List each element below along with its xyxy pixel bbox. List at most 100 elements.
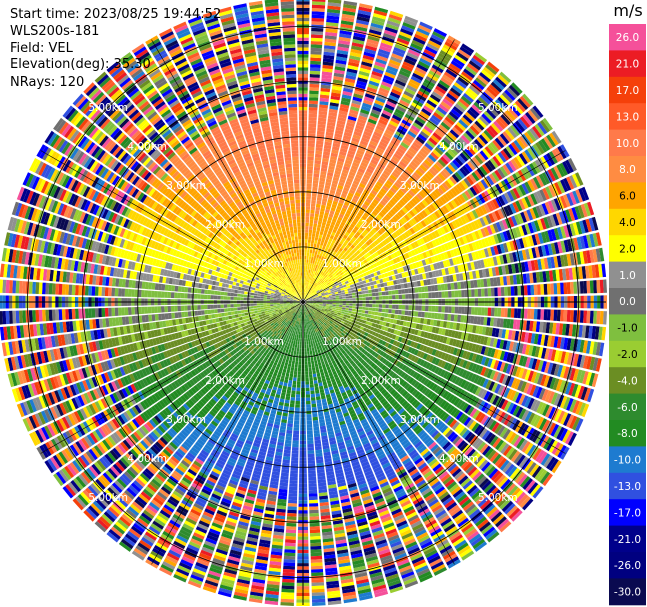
radar-gate (451, 126, 462, 136)
radar-gate (405, 192, 413, 200)
radar-gate (329, 105, 339, 111)
radar-gate (447, 149, 456, 158)
radar-gate (466, 63, 480, 74)
radar-gate (350, 140, 359, 146)
radar-gate (328, 269, 333, 274)
radar-gate (401, 196, 409, 204)
radar-gate (370, 22, 384, 30)
radar-gate (320, 279, 324, 283)
radar-gate (315, 230, 320, 235)
radar-gate (315, 143, 324, 148)
radar-gate (403, 58, 416, 66)
radar-gate (311, 4, 326, 9)
radar-gate (330, 221, 336, 226)
radar-gate (368, 143, 377, 150)
radar-gate (402, 22, 416, 30)
radar-gate (314, 213, 319, 218)
radar-gate (494, 287, 498, 297)
radar-gate (352, 162, 360, 168)
radar-gate (334, 248, 339, 253)
radar-gate (441, 139, 451, 148)
radar-gate (390, 117, 400, 125)
radar-gate (461, 71, 474, 81)
radar-gate (326, 12, 340, 17)
radar-gate (306, 259, 309, 263)
radar-gate (384, 103, 395, 111)
radar-gate (352, 298, 356, 301)
radar-gate (316, 302, 320, 304)
radar-gate (373, 64, 385, 72)
radar-gate (399, 99, 410, 107)
radar-gate (402, 93, 413, 102)
radar-gate (316, 200, 322, 205)
radar-gate (344, 310, 349, 313)
radar-gate (307, 150, 315, 154)
radar-gate (360, 64, 372, 71)
radar-gate (363, 229, 369, 235)
radar-gate (430, 285, 435, 292)
radar-gate (474, 120, 485, 131)
radar-gate (490, 287, 495, 297)
radar-gate (356, 236, 362, 242)
radar-gate (333, 76, 344, 81)
radar-gate (403, 283, 408, 289)
radar-gate (387, 286, 392, 291)
radar-gate (315, 153, 322, 158)
radar-gate (355, 306, 359, 310)
radar-gate (387, 62, 400, 70)
radar-gate (337, 243, 343, 248)
radar-gate (335, 56, 348, 62)
radar-gate (314, 240, 318, 245)
radar-gate (510, 286, 515, 296)
radar-gate (384, 313, 389, 318)
radar-gate (304, 249, 307, 253)
radar-gate (309, 93, 319, 98)
radar-gate (431, 165, 440, 174)
radar-gate (386, 65, 399, 73)
radar-gate (330, 95, 341, 101)
radar-gate (305, 209, 310, 213)
radar-gate (307, 272, 310, 277)
radar-gate (308, 236, 312, 240)
radar-gate (370, 137, 380, 144)
radar-gate (370, 201, 377, 208)
radar-gate (339, 107, 349, 113)
radar-gate (307, 136, 316, 141)
radar-gate (356, 149, 365, 156)
radar-gate (311, 11, 325, 16)
radar-gate (424, 102, 436, 111)
radar-gate (330, 207, 336, 212)
radar-gate (465, 65, 478, 76)
radar-gate (347, 119, 356, 125)
radar-gate (337, 43, 350, 49)
radar-gate (417, 180, 425, 188)
radar-gate (313, 166, 321, 171)
radar-gate (335, 261, 340, 266)
radar-gate (322, 58, 334, 63)
radar-gate (374, 128, 384, 135)
radar-gate (436, 144, 446, 153)
radar-gate (310, 64, 321, 68)
radar-gate (315, 283, 318, 287)
radar-gate (407, 49, 421, 57)
radar-gate (319, 104, 329, 109)
radar-gate (343, 215, 349, 221)
radar-gate (353, 32, 366, 39)
radar-gate (311, 14, 325, 19)
radar-gate (374, 61, 386, 68)
radar-gate (308, 290, 311, 294)
radar-gate (325, 275, 330, 280)
radar-gate (506, 87, 518, 99)
radar-gate (406, 179, 414, 187)
radar-gate (341, 17, 355, 23)
radar-gate (355, 22, 369, 29)
radar-gate (358, 306, 363, 310)
radar-gate (310, 41, 323, 45)
radar-gate (487, 307, 492, 316)
radar-gate (329, 304, 333, 306)
radar-gate (327, 115, 337, 120)
radar-gate (384, 129, 394, 136)
radar-gate (331, 149, 339, 154)
radar-gate (355, 303, 360, 307)
radar-gate (313, 270, 316, 275)
